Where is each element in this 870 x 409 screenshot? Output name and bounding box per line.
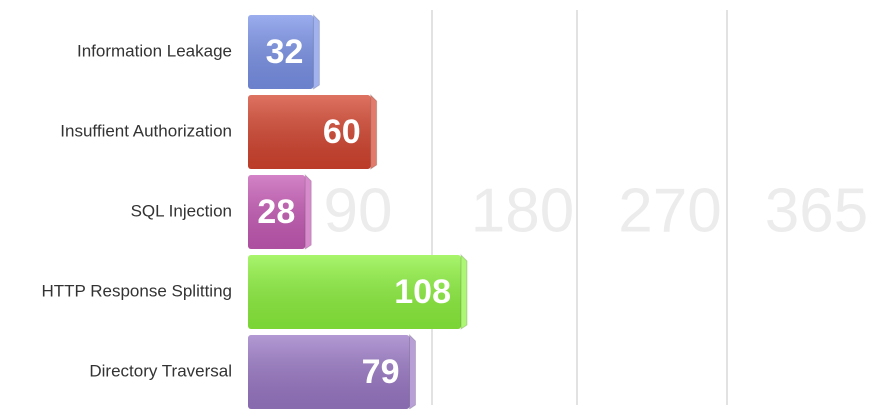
value-label: 79	[362, 353, 400, 391]
bar-shade	[248, 15, 314, 89]
category-label: Directory Traversal	[89, 361, 232, 380]
bar-shade	[248, 95, 371, 169]
value-label: 28	[257, 193, 295, 231]
category-label: Insuffient Authorization	[60, 121, 232, 140]
bar-side	[409, 333, 417, 409]
category-label: HTTP Response Splitting	[41, 281, 232, 300]
x-tick-label: 180	[471, 176, 574, 245]
x-tick-label: 90	[324, 176, 393, 245]
bar-side	[312, 13, 320, 90]
category-label: Information Leakage	[77, 41, 232, 60]
bar-shade	[248, 255, 461, 329]
bar-side	[304, 173, 312, 250]
x-tick-label: 365	[765, 176, 868, 245]
value-label: 32	[266, 33, 304, 71]
bar-shade	[248, 175, 306, 249]
bar-shade	[248, 335, 410, 409]
value-label: 108	[394, 273, 451, 311]
bar-side	[460, 253, 468, 330]
x-tick-label: 270	[618, 176, 721, 245]
value-label: 60	[323, 113, 361, 151]
bar-side	[370, 93, 378, 170]
category-label: SQL Injection	[131, 201, 232, 220]
